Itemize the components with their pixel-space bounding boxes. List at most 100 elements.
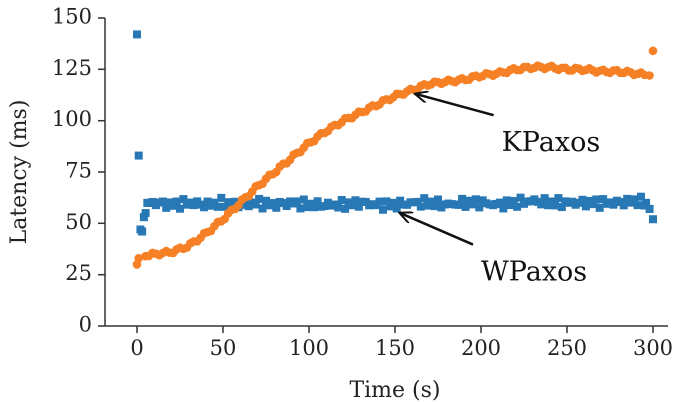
x-axis-title: Time (s) [349,378,440,402]
wpaxos-point-117 [513,202,522,211]
wpaxos-point-101 [458,194,467,203]
y-tick-100: 100 [52,107,105,131]
x-tick-0: 0 [130,326,144,360]
wpaxos-point-137 [581,202,590,211]
plot-points [132,30,658,269]
wpaxos-point-129 [554,194,563,203]
wpaxos-point-53 [292,197,301,206]
wpaxos-point-58 [310,203,319,212]
wpaxos-point-92 [427,197,436,206]
wpaxos-point-153 [636,192,645,201]
wpaxos-point-125 [540,194,549,203]
wpaxos-point-5 [141,209,150,218]
wpaxos-point-35 [231,197,240,206]
y-tick-label-100: 100 [52,107,92,131]
x-tick-100: 100 [289,326,329,360]
wpaxos-point-112 [495,198,504,207]
wpaxos-point-41 [251,200,260,209]
wpaxos-point-71 [354,202,363,211]
annotations: KPaxos WPaxos [400,94,600,288]
wpaxos-point-29 [210,198,219,207]
y-tick-50: 50 [65,210,105,234]
wpaxos-point-50 [282,202,291,211]
wpaxos-point-82 [392,204,401,213]
x-tick-label-300: 300 [633,336,673,360]
x-tick-label-50: 50 [210,336,237,360]
x-tick-label-0: 0 [130,336,143,360]
wpaxos-point-77 [375,197,384,206]
x-tick-label-150: 150 [375,336,415,360]
wpaxos-point-142 [599,195,608,204]
wpaxos-point-4 [139,213,148,222]
wpaxos-point-59 [313,197,322,206]
wpaxos-point-116 [509,196,518,205]
wpaxos-annotation-label: WPaxos [481,257,587,288]
kpaxos-point-1 [134,253,144,263]
kpaxos-series [132,46,658,269]
wpaxos-point-100 [454,200,463,209]
kpaxos-point-4 [648,46,658,56]
wpaxos-point-140 [592,195,601,204]
wpaxos-point-70 [351,196,360,205]
y-tick-label-25: 25 [65,261,92,285]
wpaxos-point-102 [461,202,470,211]
wpaxos-point-154 [640,201,649,210]
y-tick-label-125: 125 [52,56,92,80]
wpaxos-point-17 [169,201,178,210]
wpaxos-point-69 [348,201,356,210]
wpaxos-point-30 [213,202,222,211]
wpaxos-point-66 [337,195,346,204]
wpaxos-point-0 [133,30,141,39]
wpaxos-point-118 [516,193,525,202]
wpaxos-point-19 [176,204,184,213]
wpaxos-point-9 [649,215,657,224]
wpaxos-point-139 [588,200,597,209]
wpaxos-point-54 [296,204,305,213]
wpaxos-point-148 [619,201,628,210]
x-tick-label-200: 200 [461,336,501,360]
wpaxos-point-32 [220,202,229,211]
x-tick-label-100: 100 [289,336,329,360]
wpaxos-point-26 [200,203,209,212]
x-tick-label-250: 250 [547,336,587,360]
wpaxos-point-81 [389,198,398,207]
wpaxos-point-136 [578,195,587,204]
x-tick-150: 150 [375,326,415,360]
x-tick-50: 50 [210,326,237,360]
wpaxos-point-46 [268,199,277,208]
y-tick-label-50: 50 [65,210,92,234]
wpaxos-point-20 [179,195,188,204]
kpaxos-arrow [416,94,494,117]
wpaxos-point-141 [595,203,604,212]
wpaxos-point-44 [262,196,270,205]
wpaxos-point-113 [499,204,508,213]
wpaxos-point-151 [630,195,639,204]
x-tick-200: 200 [461,326,501,360]
wpaxos-point-128 [550,201,559,210]
wpaxos-point-79 [382,197,391,206]
wpaxos-point-124 [537,200,546,209]
wpaxos-point-105 [471,195,480,204]
wpaxos-point-15 [162,203,171,212]
wpaxos-point-3 [138,227,147,236]
x-tick-250: 250 [547,326,587,360]
wpaxos-point-27 [203,197,212,206]
wpaxos-point-67 [341,204,350,213]
kpaxos-point-149 [640,70,649,80]
y-tick-125: 125 [52,56,105,80]
wpaxos-point-130 [557,203,566,212]
kpaxos-annotation-label: KPaxos [502,127,601,158]
wpaxos-point-89 [416,202,425,211]
wpaxos-point-65 [334,203,343,212]
wpaxos-point-42 [255,194,264,203]
wpaxos-point-14 [158,197,167,206]
wpaxos-point-47 [272,203,281,212]
wpaxos-arrow [400,213,474,246]
y-tick-25: 25 [65,261,105,285]
wpaxos-point-152 [633,201,642,210]
y-tick-label-0: 0 [79,313,92,337]
axes: 0 25 50 75 100 125 150 0 50 100 150 200 … [7,5,673,402]
y-tick-label-75: 75 [65,159,92,183]
wpaxos-point-94 [434,195,442,204]
